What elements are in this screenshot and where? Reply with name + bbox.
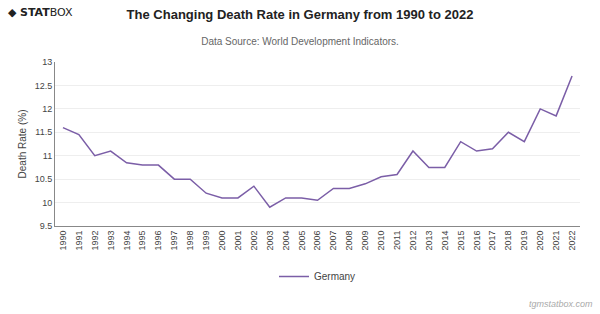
svg-text:2021: 2021: [551, 231, 561, 251]
svg-text:2016: 2016: [472, 231, 482, 251]
svg-text:2003: 2003: [265, 231, 275, 251]
svg-text:10: 10: [42, 198, 52, 208]
svg-text:2005: 2005: [297, 231, 307, 251]
svg-text:1995: 1995: [137, 231, 147, 251]
svg-text:10.5: 10.5: [35, 174, 53, 184]
svg-text:12.5: 12.5: [35, 81, 53, 91]
svg-text:2010: 2010: [376, 231, 386, 251]
svg-text:2014: 2014: [440, 231, 450, 251]
svg-text:2017: 2017: [487, 231, 497, 251]
svg-text:Germany: Germany: [314, 271, 355, 282]
svg-text:1996: 1996: [153, 231, 163, 251]
svg-text:13: 13: [42, 57, 52, 67]
svg-text:11: 11: [43, 151, 52, 161]
svg-text:2011: 2011: [392, 231, 402, 250]
svg-text:2019: 2019: [519, 231, 529, 251]
svg-text:2018: 2018: [503, 231, 513, 251]
svg-text:11.5: 11.5: [35, 127, 52, 137]
svg-text:12: 12: [42, 104, 52, 114]
svg-text:tgmstatbox.com: tgmstatbox.com: [529, 299, 593, 309]
svg-text:2015: 2015: [456, 231, 466, 251]
svg-text:2004: 2004: [281, 231, 291, 251]
svg-text:The Changing Death Rate in Ger: The Changing Death Rate in Germany from …: [127, 7, 474, 22]
svg-text:◆ STATBOX: ◆ STATBOX: [8, 6, 73, 19]
svg-text:1990: 1990: [58, 231, 68, 251]
svg-text:2002: 2002: [249, 231, 259, 251]
svg-text:1998: 1998: [185, 231, 195, 251]
svg-text:2008: 2008: [344, 231, 354, 251]
svg-text:Data Source: World Development: Data Source: World Development Indicator…: [201, 36, 399, 47]
svg-text:2012: 2012: [408, 231, 418, 251]
svg-text:1997: 1997: [169, 231, 179, 251]
svg-text:2007: 2007: [328, 231, 338, 251]
svg-text:1992: 1992: [90, 231, 100, 251]
svg-text:1993: 1993: [106, 231, 116, 251]
svg-text:Death Rate (%): Death Rate (%): [17, 110, 28, 179]
svg-text:2013: 2013: [424, 231, 434, 251]
svg-text:2022: 2022: [567, 231, 577, 251]
svg-text:2009: 2009: [360, 231, 370, 251]
svg-text:9.5: 9.5: [40, 221, 53, 231]
svg-text:1991: 1991: [74, 231, 84, 251]
svg-text:2020: 2020: [535, 231, 545, 251]
svg-text:2000: 2000: [217, 231, 227, 251]
svg-text:1994: 1994: [122, 231, 132, 251]
svg-text:1999: 1999: [201, 231, 211, 251]
svg-text:2001: 2001: [233, 231, 243, 251]
svg-text:2006: 2006: [312, 231, 322, 251]
